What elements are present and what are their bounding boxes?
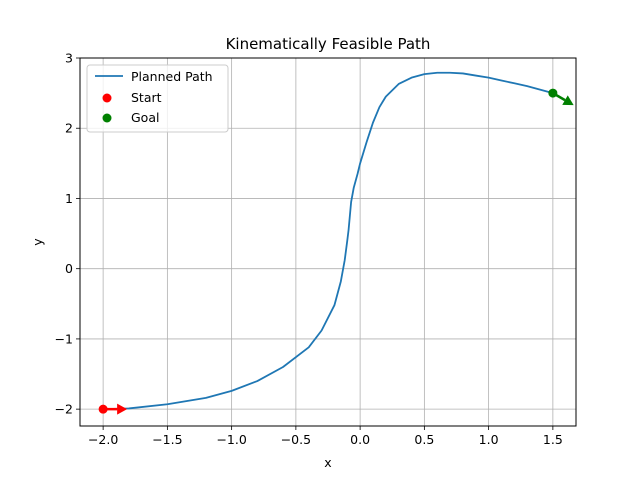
chart-title: Kinematically Feasible Path (226, 35, 431, 53)
y-tick-label: 2 (65, 121, 73, 136)
goal-heading-arrow-head (562, 95, 574, 106)
y-tick-label: −1 (55, 331, 73, 346)
x-axis-label: x (324, 455, 331, 470)
markers (98, 88, 574, 415)
x-tick-label: 1.0 (479, 432, 499, 447)
x-axis: −2.0 −1.5 −1.0 −0.5 0.0 0.5 1.0 1.5 (88, 426, 563, 447)
goal-marker (548, 88, 558, 98)
x-tick-label: 0.5 (414, 432, 434, 447)
x-tick-label: 0.0 (350, 432, 370, 447)
axes-frame (79, 57, 577, 427)
legend-box (86, 64, 229, 133)
plot-area (102, 71, 554, 411)
y-axis-label: y (30, 238, 45, 246)
legend-label-goal: Goal (131, 110, 159, 125)
series-line-planned-path (102, 71, 554, 411)
x-tick-label: −0.5 (281, 432, 311, 447)
start-heading-arrow-head (117, 403, 128, 415)
start-marker (98, 404, 108, 414)
y-tick-label: 3 (65, 51, 73, 66)
x-tick-label: −1.0 (216, 432, 246, 447)
legend: Planned Path Start Goal (86, 64, 229, 133)
y-tick-label: 0 (65, 261, 73, 276)
legend-label-planned-path: Planned Path (131, 69, 213, 84)
y-tick-label: −2 (55, 402, 73, 417)
x-tick-label: 1.5 (543, 432, 563, 447)
y-axis: −2 −1 0 1 2 3 (55, 51, 80, 417)
x-tick-label: −1.5 (152, 432, 182, 447)
legend-label-start: Start (131, 90, 162, 105)
x-tick-label: −2.0 (88, 432, 118, 447)
legend-goal-swatch (102, 113, 112, 123)
y-tick-label: 1 (65, 191, 73, 206)
legend-start-swatch (102, 93, 112, 103)
